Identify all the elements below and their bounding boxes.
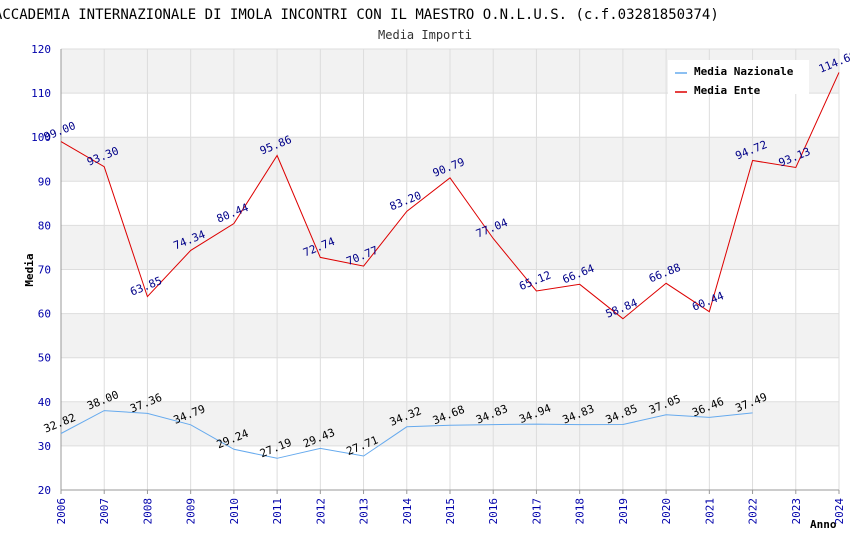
y-tick-label: 50 (38, 352, 51, 365)
x-tick-label: 2019 (617, 498, 630, 525)
x-tick-label: 2010 (228, 498, 241, 525)
y-tick-label: 40 (38, 396, 51, 409)
x-tick-label: 2009 (185, 498, 198, 525)
y-tick-label: 110 (31, 87, 51, 100)
x-tick-label: 2012 (314, 498, 327, 525)
x-tick-label: 2024 (833, 498, 846, 525)
x-axis-label: Anno (810, 518, 837, 531)
y-tick-label: 90 (38, 175, 51, 188)
x-tick-label: 2006 (55, 498, 68, 525)
legend-label-ente: Media Ente (694, 84, 761, 97)
y-axis-label: Media (23, 253, 36, 286)
chart-title: FONDAZIONE ACCADEMIA INTERNAZIONALE DI I… (0, 7, 719, 23)
x-tick-label: 2015 (444, 498, 457, 525)
x-tick-label: 2020 (660, 498, 673, 525)
x-tick-label: 2013 (358, 498, 371, 525)
x-tick-label: 2008 (141, 498, 154, 525)
x-tick-label: 2016 (487, 498, 500, 525)
legend-box (668, 60, 809, 94)
x-tick-label: 2018 (574, 498, 587, 525)
x-tick-label: 2007 (98, 498, 111, 525)
x-tick-label: 2021 (703, 498, 716, 525)
series-line-media-ente (60, 72, 840, 320)
legend-label-nazionale: Media Nazionale (694, 65, 794, 78)
x-tick-label: 2014 (401, 498, 414, 525)
legend: Media Nazionale Media Ente (668, 60, 809, 97)
x-tick-label: 2017 (530, 498, 543, 525)
x-tick-label: 2023 (790, 498, 803, 525)
series-lines (60, 72, 840, 459)
y-tick-label: 30 (38, 440, 51, 453)
axes: 20 30 40 50 60 70 80 90 100 110 120 2006 2007 2008 200… (31, 43, 846, 525)
x-tick-label: 2011 (271, 498, 284, 525)
chart-subtitle: Media Importi (378, 28, 472, 42)
y-tick-label: 60 (38, 308, 51, 321)
y-tick-label: 80 (38, 219, 51, 232)
y-tick-label: 100 (31, 131, 51, 144)
y-tick-label: 20 (38, 484, 51, 497)
x-tick-label: 2022 (747, 498, 760, 525)
y-tick-label: 70 (38, 264, 51, 277)
y-tick-label: 120 (31, 43, 51, 56)
series-line-media-nazionale (60, 410, 753, 459)
